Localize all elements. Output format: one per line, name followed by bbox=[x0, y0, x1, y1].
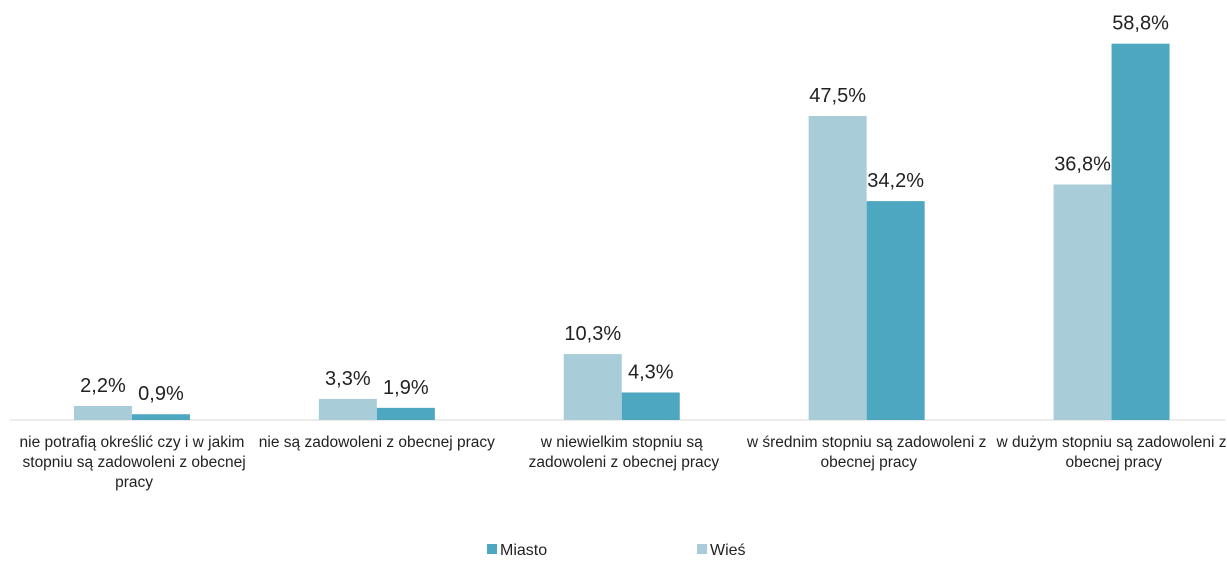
x-tick-label-line: w średnim stopniu są zadowoleni z bbox=[746, 434, 987, 451]
x-tick-label: w niewielkim stopniu są zadowoleni z obe… bbox=[524, 434, 719, 471]
x-tick-label-line: nie potrafią określić czy i w jakim bbox=[20, 434, 245, 451]
legend-label: Miasto bbox=[500, 542, 547, 559]
value-label: 4,3% bbox=[628, 361, 674, 383]
bar bbox=[1111, 43, 1170, 421]
bar bbox=[866, 201, 925, 420]
value-label: 0,9% bbox=[138, 383, 184, 405]
value-label: 58,8% bbox=[1112, 13, 1169, 35]
legend-swatch bbox=[697, 544, 707, 554]
x-tick-label: nie są zadowoleni z obecnej pracy bbox=[259, 434, 495, 451]
bar bbox=[318, 398, 377, 420]
x-tick-label: nie potrafią określić czy i w jakim stop… bbox=[18, 434, 245, 491]
legend-label: Wieś bbox=[710, 542, 746, 559]
bar bbox=[1053, 184, 1112, 420]
x-tick-label-line: obecnej pracy bbox=[816, 454, 917, 471]
bar bbox=[131, 414, 190, 420]
x-tick-label-line: pracy bbox=[111, 474, 153, 491]
bar bbox=[563, 354, 622, 420]
value-label: 47,5% bbox=[809, 85, 866, 107]
bar bbox=[808, 116, 867, 420]
value-label: 2,2% bbox=[80, 375, 126, 397]
value-label: 3,3% bbox=[325, 368, 371, 390]
x-tick-label-line: nie są zadowoleni z obecnej pracy bbox=[259, 434, 495, 451]
value-label: 1,9% bbox=[383, 377, 429, 399]
value-label: 10,3% bbox=[564, 323, 621, 345]
x-tick-label-line: w dużym stopniu są zadowoleni z bbox=[996, 434, 1227, 451]
legend-swatch bbox=[487, 544, 497, 554]
x-tick-label-line: stopniu są zadowoleni z obecnej bbox=[18, 454, 245, 471]
x-tick-label-line: obecnej pracy bbox=[1061, 454, 1162, 471]
bar bbox=[73, 405, 132, 420]
x-tick-label: w średnim stopniu są zadowoleni z obecne… bbox=[746, 434, 987, 471]
x-tick-label: w dużym stopniu są zadowoleni z obecnej … bbox=[996, 434, 1227, 471]
value-label: 36,8% bbox=[1054, 153, 1111, 175]
x-tick-label-line: w niewielkim stopniu są bbox=[540, 434, 703, 451]
x-tick-label-line: zadowoleni z obecnej pracy bbox=[524, 454, 719, 471]
bar bbox=[376, 407, 435, 420]
value-label: 34,2% bbox=[867, 170, 924, 192]
bar bbox=[621, 392, 680, 420]
